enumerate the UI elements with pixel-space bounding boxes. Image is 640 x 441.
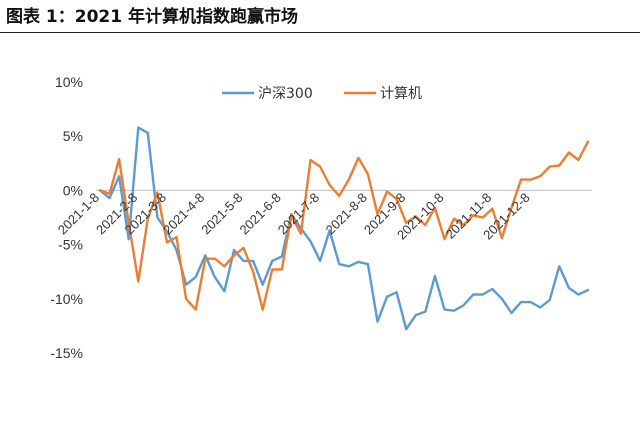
series-line-1 — [98, 140, 590, 311]
y-tick-label: 0% — [63, 182, 83, 198]
legend-label: 计算机 — [380, 86, 422, 102]
figure-title: 图表 1：2021 年计算机指数跑赢市场 — [6, 7, 298, 27]
legend: 沪深300 计算机 — [222, 86, 422, 102]
y-tick-label: -15% — [50, 345, 83, 361]
x-tick-label: 2021-6-8 — [237, 190, 284, 237]
y-tick-label: -10% — [50, 291, 83, 307]
x-tick-label: 2021-4-8 — [160, 190, 207, 237]
y-axis-ticks: 10% 5% 0% -5% -10% -15% — [50, 74, 83, 361]
y-tick-label: -5% — [58, 237, 83, 253]
x-tick-label: 2021-5-8 — [198, 190, 245, 237]
y-tick-label: 10% — [55, 74, 83, 90]
legend-label: 沪深300 — [258, 86, 313, 102]
title-divider — [0, 32, 640, 33]
y-tick-label: 5% — [63, 128, 83, 144]
series-lines — [98, 126, 590, 331]
x-axis-ticks: 2021-1-82021-2-82021-3-82021-4-82021-5-8… — [55, 190, 533, 243]
x-tick-label: 2021-8-8 — [323, 190, 370, 237]
